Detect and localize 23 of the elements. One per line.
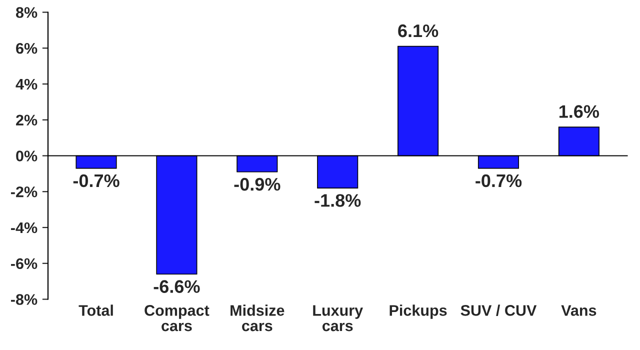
x-tick-label: Midsize cars — [230, 304, 284, 332]
y-tick-label: -2% — [11, 186, 38, 198]
y-tick-label: 4% — [16, 78, 38, 90]
y-tick-label: 2% — [16, 114, 38, 126]
y-tick-label: -6% — [11, 258, 38, 270]
x-tick-label: Luxury cars — [313, 305, 363, 332]
data-label: -6.6% — [154, 280, 200, 293]
x-tick-label: Vans — [561, 305, 596, 316]
y-tick-label: 0% — [16, 150, 38, 162]
data-label: -0.9% — [234, 178, 280, 191]
y-tick-label: 8% — [16, 7, 38, 18]
x-tick-label: Total — [78, 304, 113, 316]
data-label: -0.7% — [73, 174, 120, 188]
y-tick-label: 6% — [16, 42, 38, 54]
x-tick-label: SUV / CUV — [460, 304, 537, 316]
data-label: -1.8% — [314, 194, 361, 207]
y-tick-label: -8% — [11, 294, 38, 305]
data-label: 6.1% — [398, 24, 438, 38]
data-label: 1.6% — [559, 105, 600, 118]
data-label: -0.7% — [476, 174, 522, 188]
x-tick-label: Compact cars — [144, 305, 210, 332]
y-tick-label: -4% — [11, 222, 38, 234]
x-tick-label: Pickups — [390, 304, 447, 319]
